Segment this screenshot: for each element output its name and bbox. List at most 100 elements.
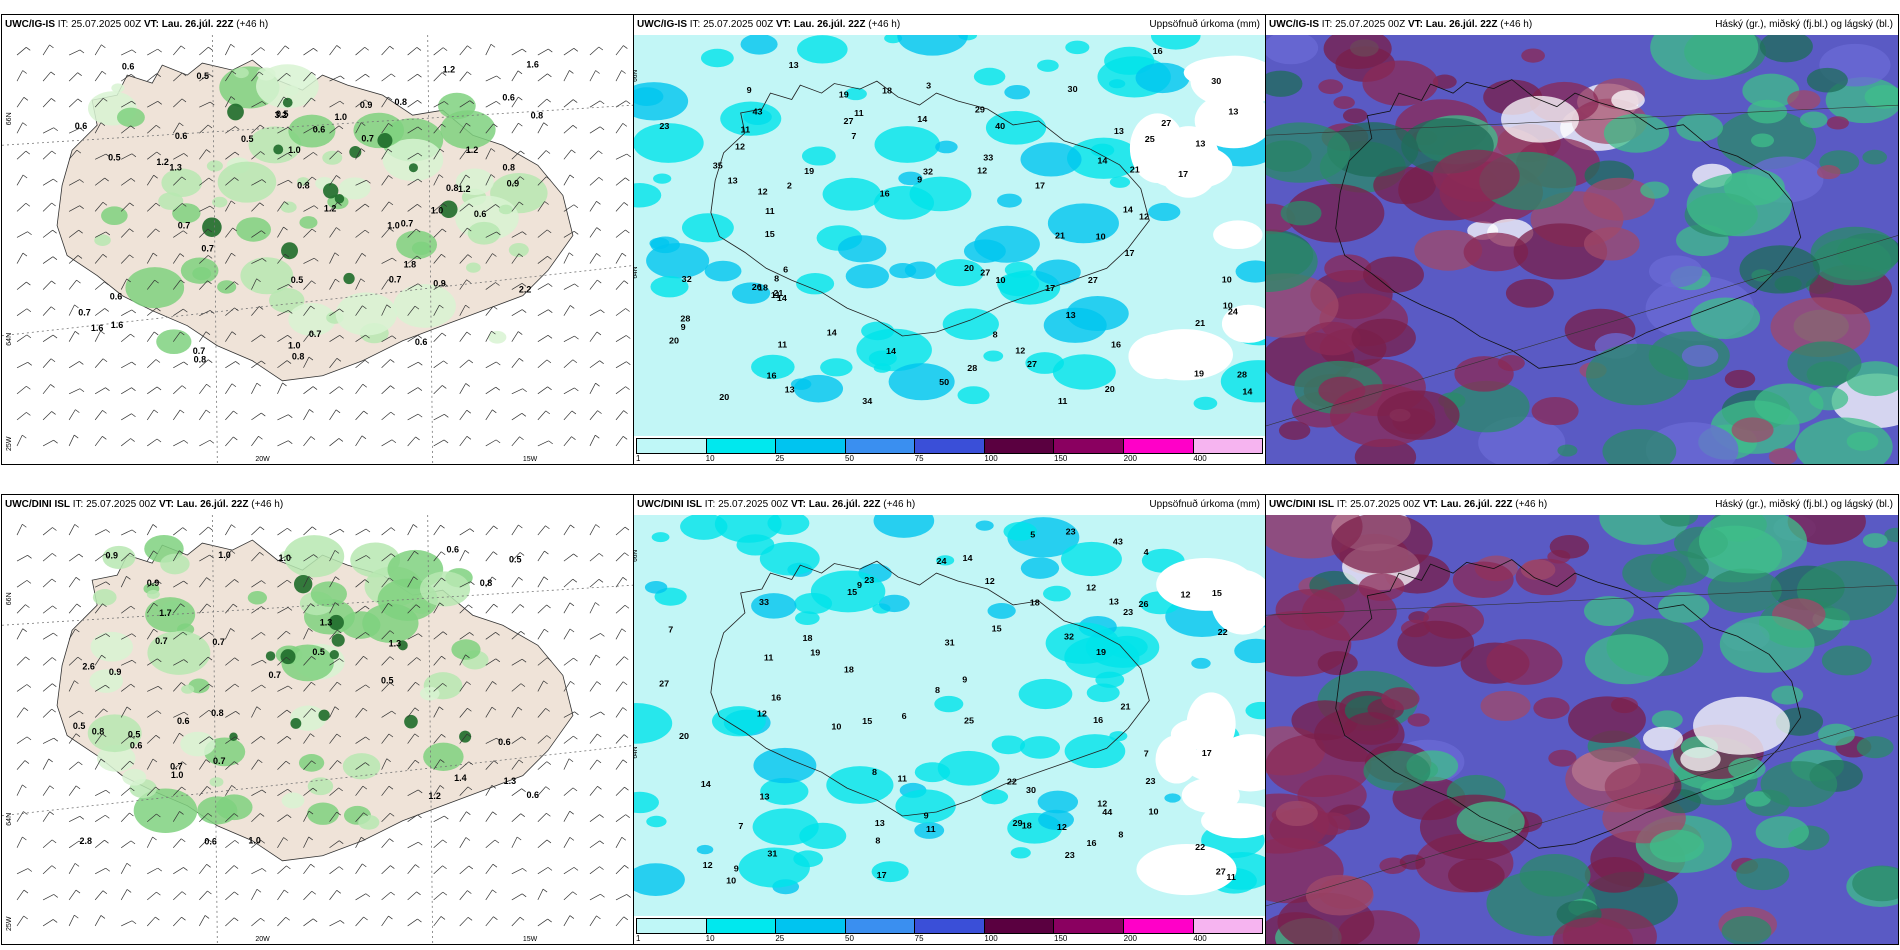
wind-barb [329,920,341,927]
wind-barb-flag [519,176,525,180]
cloud-blob [1884,527,1898,543]
wind-barb [68,524,76,536]
wind-barb [563,735,574,744]
precip-value: 24 [936,556,946,566]
wind-barb [199,915,206,927]
precip-blob [217,280,237,294]
wind-barb [303,257,315,264]
wind-barb [511,631,522,640]
graticule-line [427,35,434,464]
map-panel-igis-cloud: UWC/IG-IS IT: 25.07.2025 00Z VT: Lau. 26… [1265,14,1899,465]
wind-barb-flag [100,122,106,126]
precip-value: 1.2 [428,791,441,801]
wind-barb-flag [52,553,57,557]
wind-barb-flag [131,633,137,638]
precip-value: 11 [771,290,781,300]
colorbar-tick-label: 100 [984,934,998,943]
wind-barb-flag [496,231,501,236]
map-canvas: 1113798152314129222313101630271288241812… [634,515,1265,916]
map-canvas: 5016141411281168272717142911820431325193… [634,35,1265,436]
wind-barb-flag [53,894,58,898]
wind-barb [199,577,207,588]
wind-barb [42,758,49,770]
wind-barb-flag [27,868,33,872]
wind-barb-flag [310,733,315,737]
cloud-blob [1622,553,1687,593]
wind-barb-flag [182,631,188,636]
wind-barb-flag [599,360,604,364]
wind-barb [147,891,157,901]
wind-barb [329,45,338,56]
precip-value: 21 [1055,231,1065,241]
wind-barb-flag [465,383,470,387]
cloud-shading [1266,515,1898,944]
wind-barb-flag [103,97,108,102]
precip-value: 0.8 [194,354,207,364]
wind-barb-flag [75,577,81,581]
wind-barb [225,785,232,796]
precip-blob [382,138,444,182]
wind-barbs [16,523,631,927]
wind-barb-flag [361,253,367,257]
wind-barb [68,49,81,56]
graticule-line [2,104,633,146]
wind-barb [16,47,27,56]
wind-barb [277,253,286,264]
wind-barb [589,915,597,927]
cloud-blob [1751,269,1773,282]
precip-value: 33 [983,153,993,163]
wind-barb-flag [335,409,341,414]
precip-blob [87,714,142,753]
precip-value: 1.8 [404,260,417,270]
wind-barb-flag [468,761,474,766]
wind-barb [589,46,600,56]
wind-barb-flag [182,527,187,531]
precip-value: 32 [923,167,933,177]
precip-blob [147,630,211,675]
wind-barb [407,891,417,901]
wind-barb [42,98,52,108]
wind-barb-flag [518,201,524,206]
precip-blob [897,35,968,56]
wind-barb-flag [23,97,29,101]
wind-barb-flag [284,201,289,205]
wind-barb [251,868,263,875]
precip-core [281,242,298,260]
wind-barb [563,578,574,588]
wind-barb [303,760,312,770]
wind-barb [615,628,623,640]
wind-barb [589,201,597,212]
wind-barb-flag [546,657,552,662]
precip-value: 13 [760,792,770,802]
wind-barb [433,228,443,238]
wind-barb [303,526,313,536]
wind-barb [120,333,131,342]
cloud-blob [1707,568,1782,613]
wind-barb-flag [49,44,54,49]
wind-barb [16,252,24,264]
wind-barb-flag [417,152,423,157]
wind-barb [615,865,625,875]
wind-barb-flag [287,152,293,157]
precip-blob [751,354,795,380]
wind-barb-flag [361,836,366,841]
wind-barb [433,414,445,421]
wind-barb-flag [50,384,55,388]
wind-barb [329,602,336,614]
wind-barb [120,889,128,901]
wind-barb-flag [207,280,212,285]
wind-barb-flag [104,281,109,286]
wind-barb-flag [518,331,523,335]
wind-barb-flag [365,684,370,689]
wind-barb [42,578,53,588]
precip-value: 17 [877,870,887,880]
wind-barb [251,684,262,692]
wind-barb-flag [287,335,292,339]
wind-barb [146,409,155,421]
wind-barb-flag [234,177,239,181]
precip-blob [646,815,667,828]
wind-barb [459,837,467,848]
wind-barb-flag [596,227,601,231]
precip-shading [634,515,1265,897]
cloud-blob [1603,113,1670,153]
